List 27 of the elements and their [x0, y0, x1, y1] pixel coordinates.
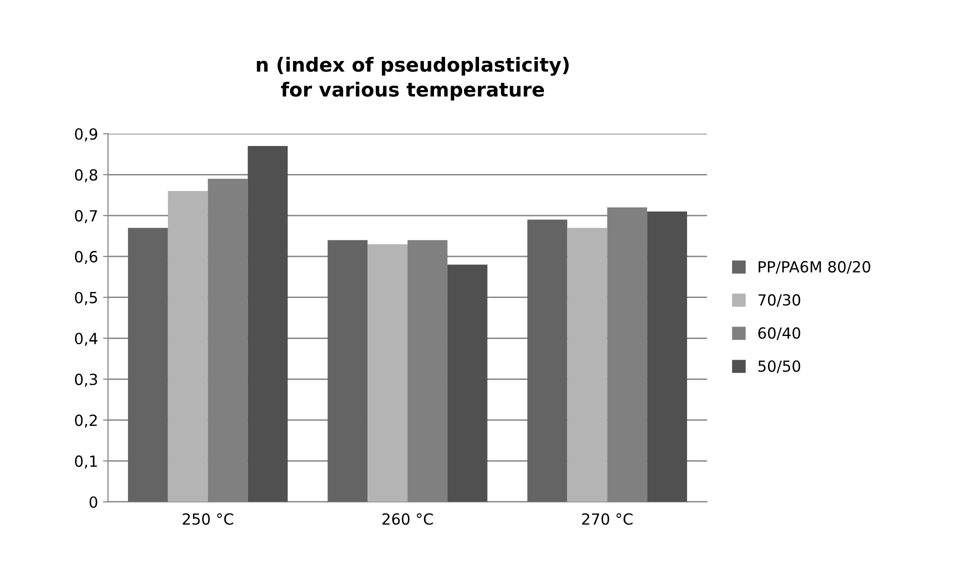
bar — [328, 240, 368, 502]
bar — [527, 220, 568, 502]
x-tick-label: 270 °C — [582, 513, 633, 525]
legend-label: 50/50 — [758, 360, 800, 374]
y-tick-label: 0,2 — [74, 414, 97, 428]
y-tick-label: 0,5 — [74, 292, 97, 305]
x-tick-label: 250 °C — [182, 513, 234, 525]
bar — [368, 244, 408, 502]
y-tick-label: 0,1 — [74, 455, 97, 469]
legend-label: PP/PA6M 80/20 — [758, 261, 870, 274]
chart-title: n (index of pseudoplasticity) for various temperature — [256, 56, 569, 101]
x-tick-label: 260 °C — [382, 513, 433, 525]
y-tick-label: 0,6 — [74, 250, 98, 264]
y-tick-label: 0 — [90, 496, 98, 508]
bar — [168, 191, 208, 502]
bar — [567, 228, 608, 502]
y-tick-label: 0,8 — [74, 169, 98, 182]
bar — [248, 146, 288, 502]
y-tick-label: 0,3 — [74, 374, 98, 387]
bar — [128, 228, 168, 502]
legend-label: 60/40 — [758, 327, 800, 340]
legend-label: 70/30 — [758, 294, 800, 307]
y-tick-label: 0,7 — [74, 210, 97, 224]
bar — [647, 211, 688, 502]
y-tick-label: 0,9 — [74, 128, 98, 142]
bar — [447, 264, 488, 502]
y-tick-label: 0,4 — [74, 332, 98, 346]
